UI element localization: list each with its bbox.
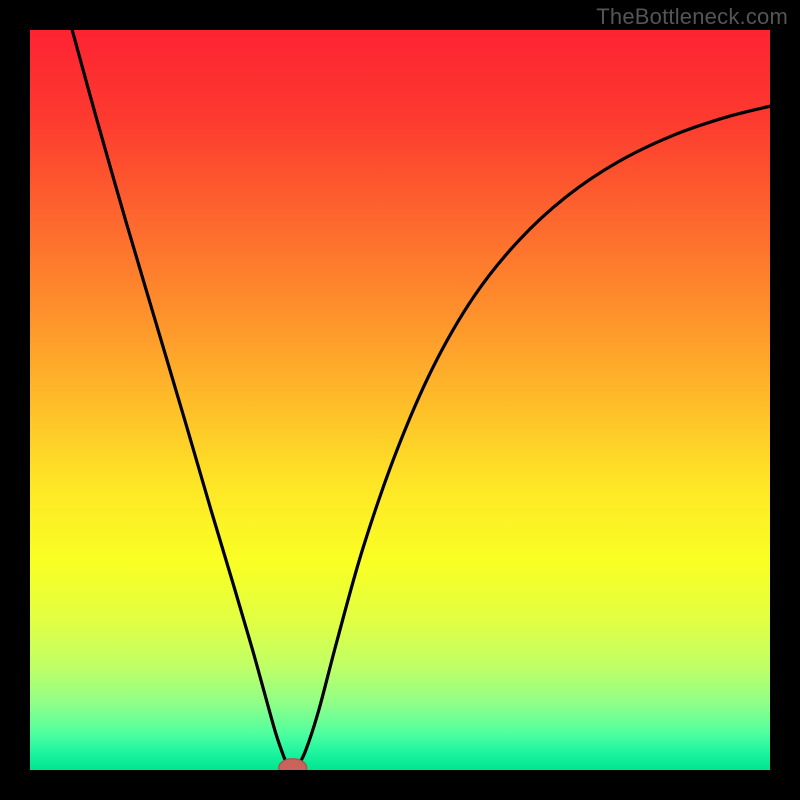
watermark-text: TheBottleneck.com bbox=[596, 4, 788, 30]
chart-svg bbox=[0, 0, 800, 800]
chart-root: TheBottleneck.com bbox=[0, 0, 800, 800]
